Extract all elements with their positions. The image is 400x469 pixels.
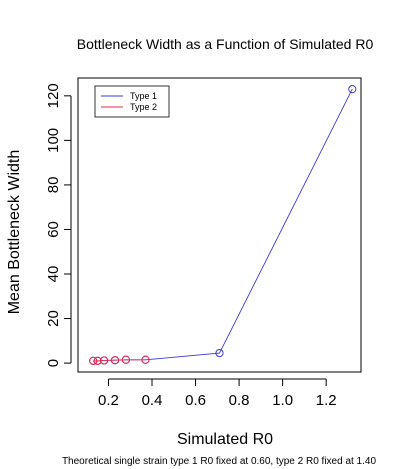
data-point-type-2 xyxy=(121,355,130,364)
x-tick-label: 0.6 xyxy=(185,392,206,409)
series-layer xyxy=(89,85,357,365)
y-axis: 0 20 40 60 80 100 120 xyxy=(45,83,72,367)
y-tick-label: 20 xyxy=(45,310,62,327)
plot-frame xyxy=(77,77,362,373)
data-point-type-2 xyxy=(110,356,120,365)
y-tick-label: 60 xyxy=(45,221,62,238)
data-point-type-2 xyxy=(141,355,150,364)
x-tick-label: 0.4 xyxy=(142,392,163,409)
y-tick-label: 120 xyxy=(45,83,62,108)
legend-label-type-1: Type 1 xyxy=(130,91,157,101)
series-line-type-1 xyxy=(93,88,353,362)
data-point-type-2 xyxy=(93,356,102,365)
data-point-type-2 xyxy=(100,356,109,365)
y-tick-label: 100 xyxy=(45,128,62,153)
legend-label-type-2: Type 2 xyxy=(130,102,157,112)
y-tick-label: 40 xyxy=(45,266,62,283)
x-tick-label: 1.2 xyxy=(316,392,337,409)
chart-title: Bottleneck Width as a Function of Simula… xyxy=(77,36,374,52)
y-axis-label: Mean Bottleneck Width xyxy=(6,150,23,315)
x-tick-label: 0.8 xyxy=(229,392,250,409)
chart-caption: Theoretical single strain type 1 R0 fixe… xyxy=(62,456,377,467)
data-point-type-2 xyxy=(89,356,98,365)
x-axis-label: Simulated R0 xyxy=(177,431,273,448)
x-axis: 0.2 0.4 0.6 0.8 1.0 1.2 xyxy=(98,378,337,409)
y-tick-label: 0 xyxy=(45,359,62,367)
legend: Type 1 Type 2 xyxy=(94,85,170,118)
x-tick-label: 0.2 xyxy=(98,392,119,409)
data-point-type-1 xyxy=(215,348,224,358)
x-tick-label: 1.0 xyxy=(272,392,293,409)
data-point-type-1 xyxy=(348,85,357,94)
y-tick-label: 80 xyxy=(45,177,62,194)
legend-box xyxy=(94,85,170,118)
